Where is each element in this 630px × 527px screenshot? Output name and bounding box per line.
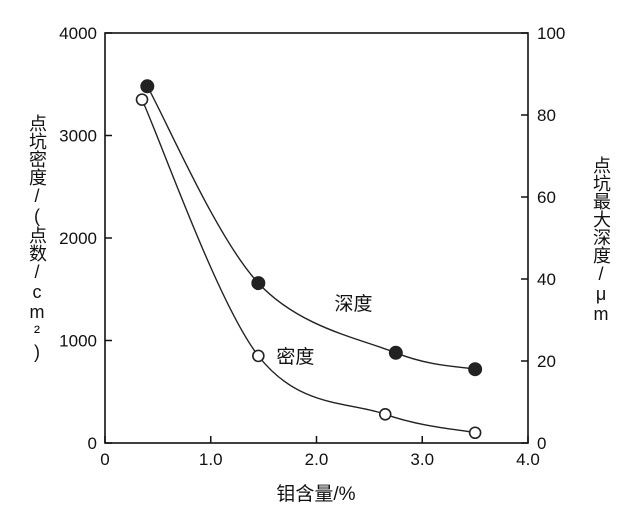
filled-circle-marker xyxy=(388,345,403,360)
left-y-tick-label: 2000 xyxy=(59,229,97,248)
right-y-tick-label: 40 xyxy=(537,270,556,289)
left-y-tick-label: 1000 xyxy=(59,332,97,351)
open-circle-marker xyxy=(252,349,265,363)
left-y-tick-label: 4000 xyxy=(59,24,97,43)
left-y-axis-title: 点坑密度/(点数/cm²) xyxy=(27,114,47,362)
left-y-tick-label: 3000 xyxy=(59,127,97,146)
x-tick-label: 3.0 xyxy=(410,450,434,469)
filled-circle-marker xyxy=(251,276,266,291)
x-tick-label: 4.0 xyxy=(516,450,540,469)
plot-border xyxy=(104,32,529,444)
x-axis-title: 钼含量/% xyxy=(276,483,355,505)
curve-label: 密度 xyxy=(276,346,314,368)
data-series xyxy=(135,79,483,440)
right-y-axis-title: 点坑最大深度/μm xyxy=(591,156,611,324)
series-密度 xyxy=(135,93,482,440)
x-tick-label: 2.0 xyxy=(305,450,329,469)
open-circle-marker xyxy=(135,93,149,106)
filled-circle-marker xyxy=(468,362,483,377)
right-y-tick-label: 80 xyxy=(537,106,556,125)
right-y-tick-label: 100 xyxy=(537,24,565,43)
x-tick-label: 0 xyxy=(100,450,109,469)
left-y-tick-label: 0 xyxy=(88,434,97,453)
axis-tick-labels: 0 1.0 2.0 3.0 4.0010002000300040000204060801… xyxy=(59,24,565,469)
series-curve xyxy=(141,99,476,434)
filled-circle-marker xyxy=(140,79,155,94)
right-y-tick-label: 20 xyxy=(537,352,556,371)
open-circle-marker xyxy=(378,407,392,421)
series-curve xyxy=(146,85,476,370)
series-深度 xyxy=(140,79,483,377)
curve-label: 深度 xyxy=(335,293,373,315)
right-y-tick-label: 0 xyxy=(537,434,546,453)
open-circle-marker xyxy=(468,426,482,440)
right-y-tick-label: 60 xyxy=(537,188,556,207)
x-tick-label: 1.0 xyxy=(199,450,223,469)
axis-ticks xyxy=(104,32,529,444)
